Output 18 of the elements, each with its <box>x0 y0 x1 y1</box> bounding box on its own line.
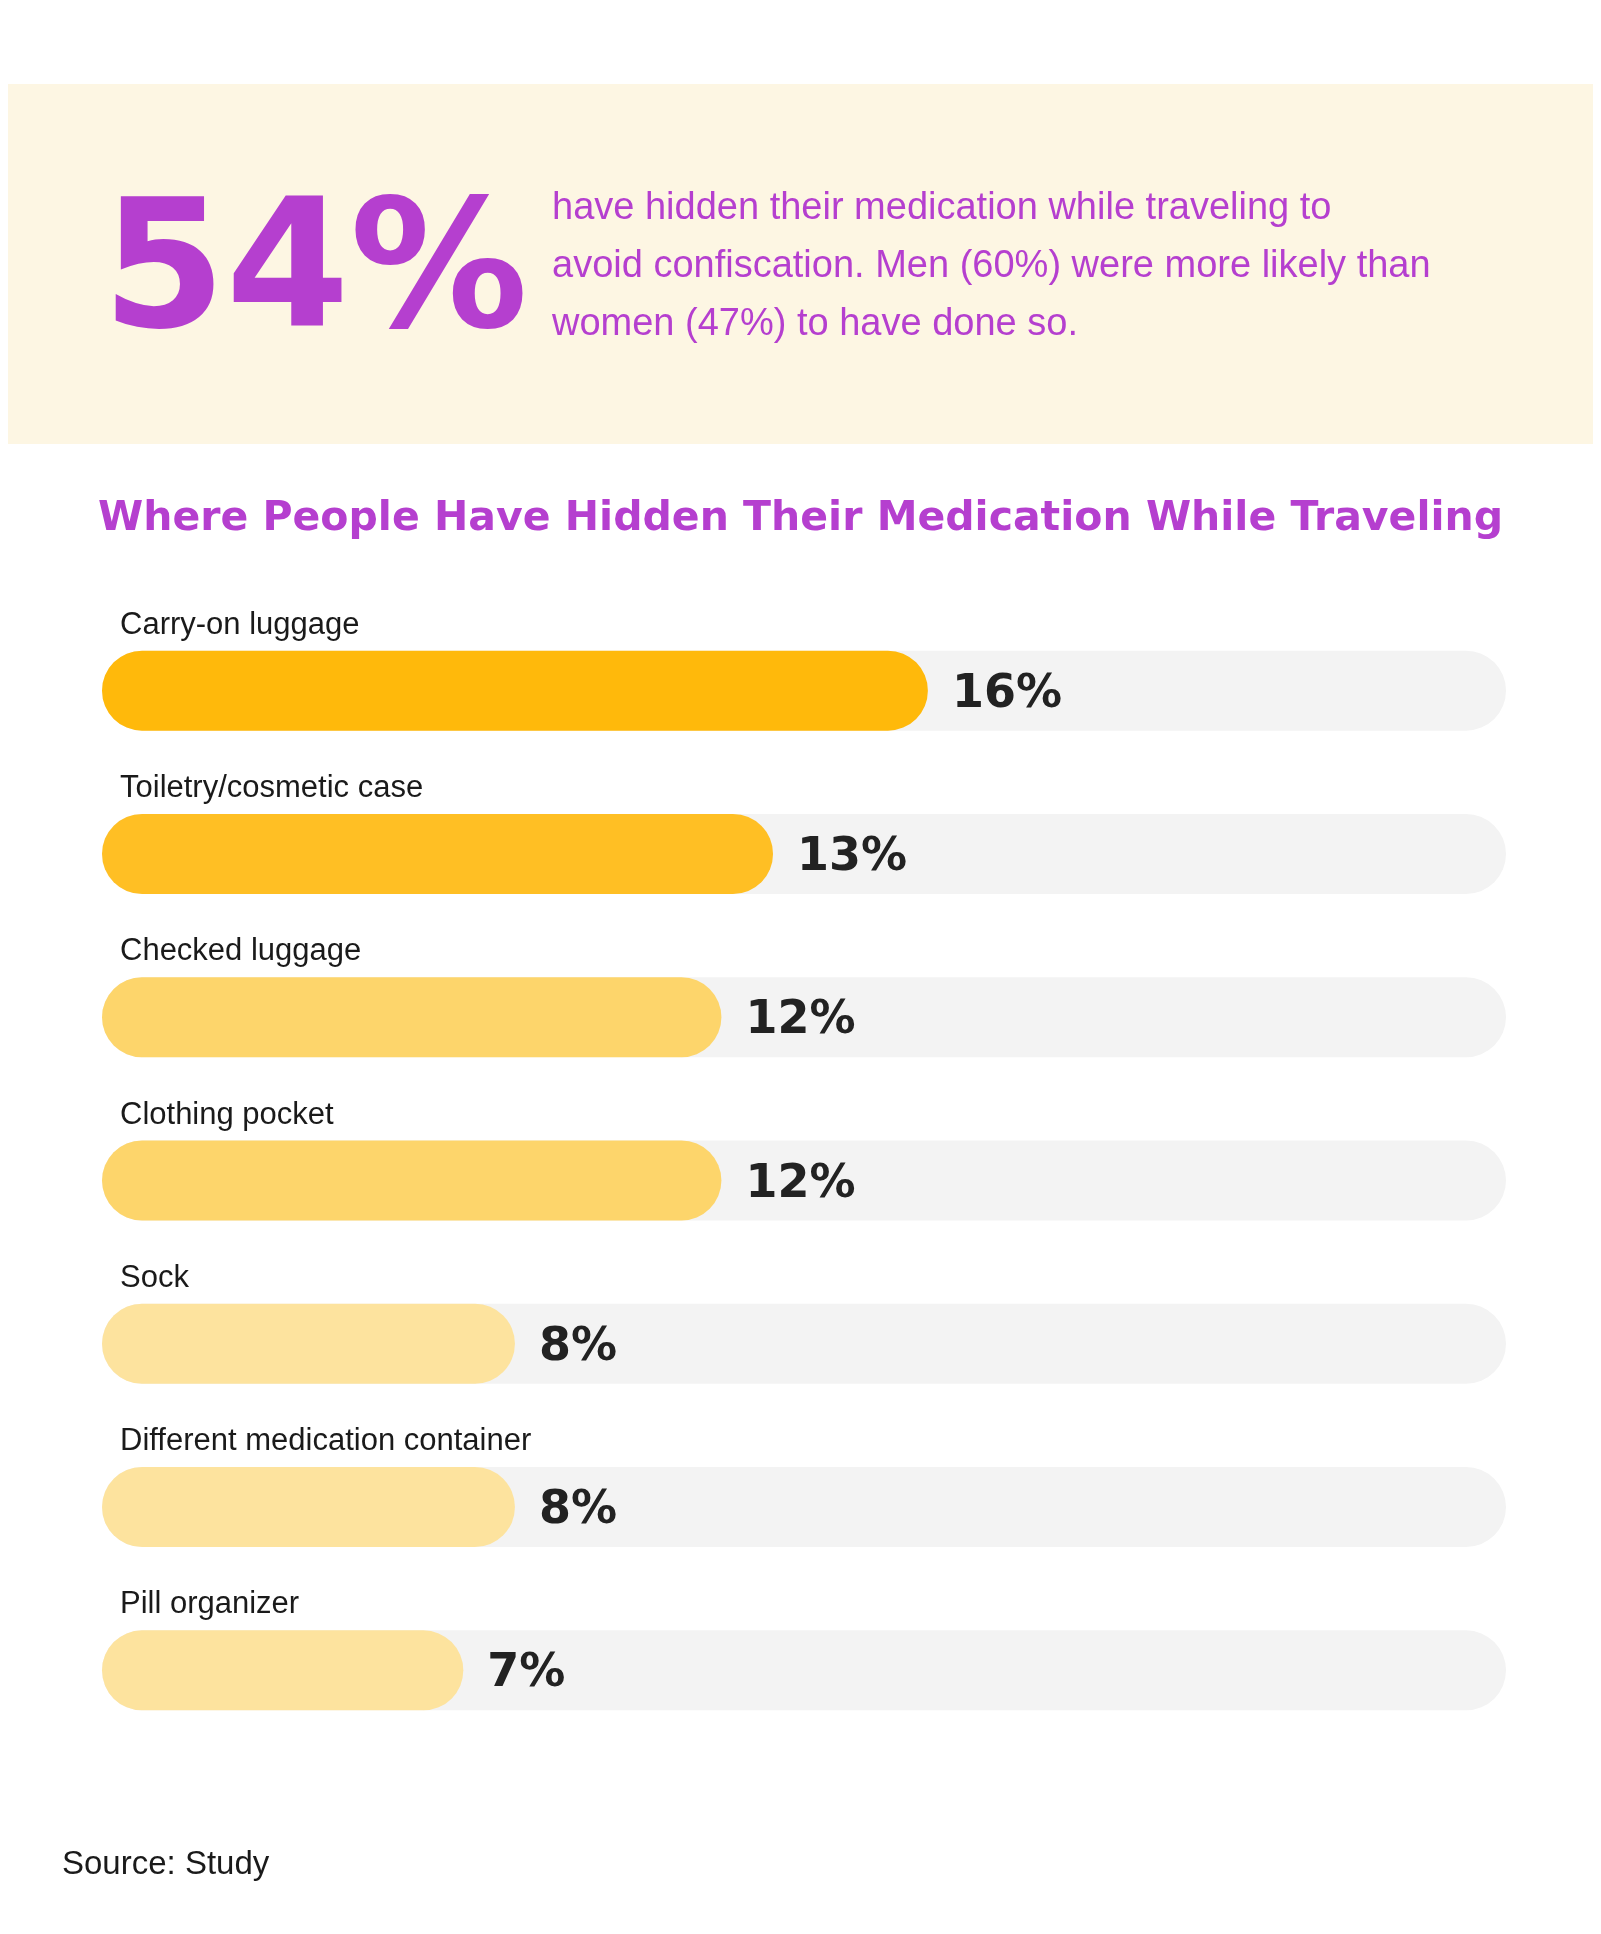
data-label: 16% <box>951 663 1062 718</box>
y-tick-label: Checked luggage <box>120 932 362 968</box>
source-note: Source: Study <box>61 1843 271 1882</box>
y-tick-label: Sock <box>120 1258 190 1294</box>
chart-title: Where People Have Hidden Their Medication While Traveling <box>97 491 1504 540</box>
data-label: 8% <box>538 1480 618 1535</box>
data-label: 12% <box>745 990 856 1045</box>
text: have hidden their medication while traveling to avoid confiscation. Men (60%) were more likely than women (47%) to have done so. <box>552 184 1432 345</box>
y-tick-label: Toiletry/cosmetic case <box>120 768 424 804</box>
data-label: 12% <box>745 1153 856 1208</box>
text: 54% <box>102 160 530 368</box>
y-tick-label: Different medication container <box>120 1422 532 1458</box>
y-tick-label: Carry-on luggage <box>120 605 360 641</box>
data-label: 8% <box>538 1316 618 1371</box>
data-label: 7% <box>487 1643 566 1698</box>
y-tick-label: Clothing pocket <box>120 1095 335 1131</box>
data-label: 13% <box>797 826 908 881</box>
y-tick-label: Pill organizer <box>120 1585 300 1621</box>
